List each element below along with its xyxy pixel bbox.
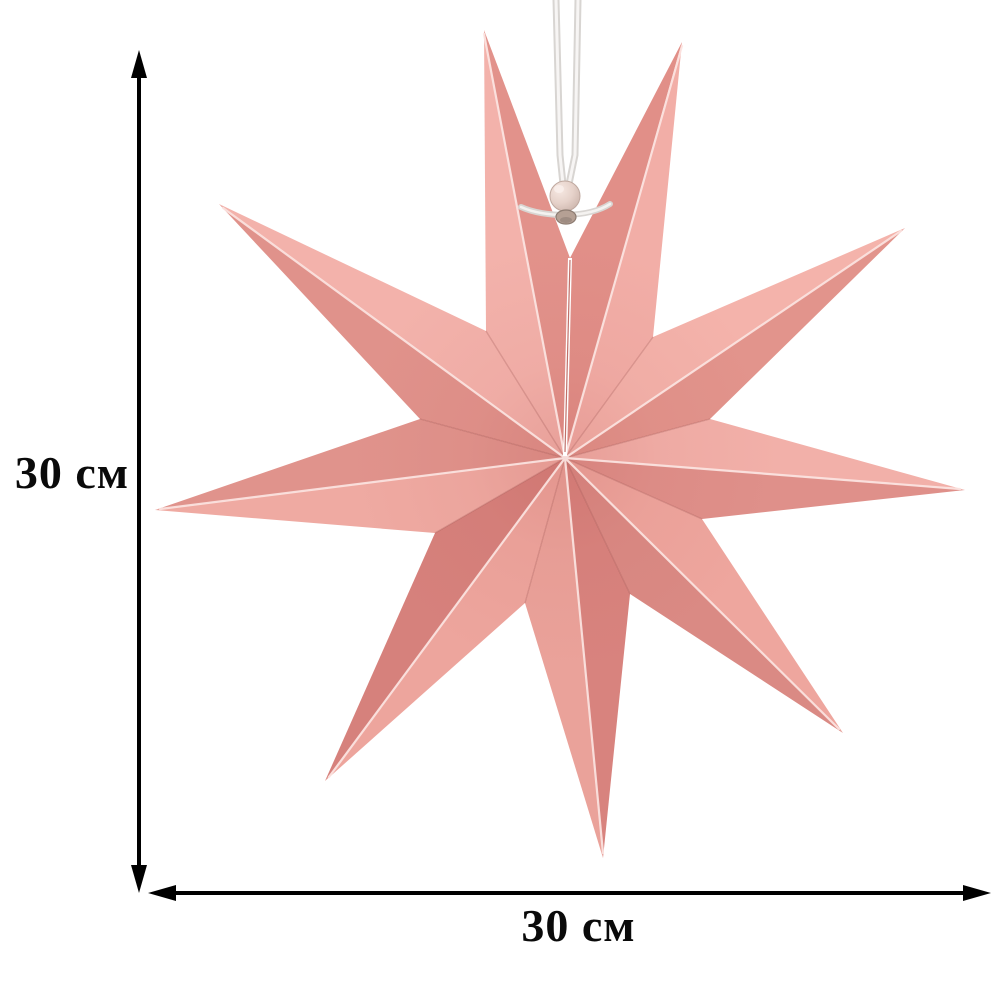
height-dimension-label: 30 см — [14, 447, 130, 498]
bead-highlight — [554, 185, 564, 193]
horizontal-dimension-line — [148, 885, 991, 901]
arrow-up-icon — [131, 50, 147, 78]
star-ridge-highlights — [158, 32, 962, 855]
arrow-left-icon — [148, 885, 176, 901]
star-valley-creases — [419, 330, 711, 604]
width-dimension-label: 30 см — [521, 900, 636, 951]
string-bead — [549, 180, 581, 225]
arrow-down-icon — [131, 865, 147, 893]
star-top-seam — [563, 257, 572, 457]
vertical-dimension-line — [131, 50, 147, 893]
arrow-right-icon — [963, 885, 991, 901]
paper-star — [155, 30, 965, 858]
